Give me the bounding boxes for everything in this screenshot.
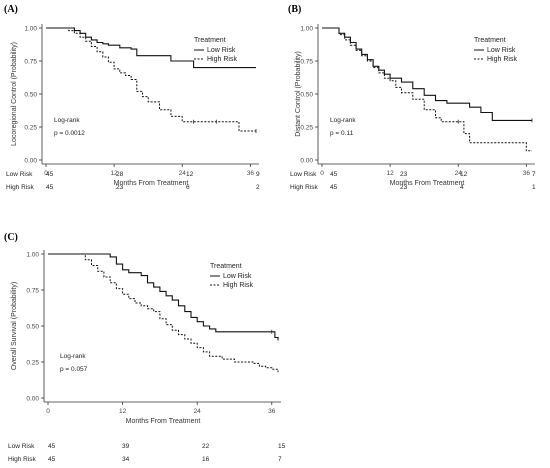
x-tick-label: 36 — [268, 408, 276, 415]
y-tick-label: 0.75 — [24, 59, 37, 66]
logrank-annotation: p = 0.11 — [330, 130, 354, 137]
risk-table-cell: 15 — [278, 443, 286, 450]
series-line-high-risk — [48, 253, 279, 373]
risk-table-cell: 16 — [202, 456, 210, 463]
y-axis-title: Distant Control (Probability) — [295, 51, 302, 137]
panel-label: (C) — [4, 232, 18, 243]
legend-entry: Low Risk — [223, 273, 252, 280]
y-tick-label: 0.50 — [300, 92, 313, 99]
risk-table-cell: 12 — [460, 171, 468, 178]
risk-table-cell: 39 — [122, 443, 130, 450]
x-tick-label: 0 — [46, 408, 50, 415]
y-tick-label: 0.50 — [24, 92, 37, 99]
km-panel: (C) 0.00 0.25 0.50 0.75 1.00 0 12 24 36 Months Fro… — [4, 232, 286, 463]
legend-entry: Low Risk — [487, 47, 516, 54]
risk-table-cell: 2 — [256, 184, 260, 191]
x-axis-title: Months From Treatment — [114, 180, 189, 187]
risk-table-cell: 4 — [460, 184, 464, 191]
risk-table-cell: 7 — [532, 171, 536, 178]
y-tick-label: 0.25 — [26, 360, 39, 367]
risk-table-cell: 22 — [202, 443, 210, 450]
risk-table-cell: 23 — [400, 171, 408, 178]
risk-table-cell: 23 — [116, 184, 124, 191]
y-tick-label: 0.75 — [26, 288, 39, 295]
risk-table-row-label: Low Risk — [6, 171, 33, 178]
logrank-annotation: p = 0.0012 — [54, 130, 85, 137]
x-tick-label: 24 — [194, 408, 202, 415]
risk-table-cell: 34 — [122, 456, 130, 463]
x-tick-label: 24 — [455, 170, 463, 177]
risk-table-cell: 23 — [400, 184, 408, 191]
y-tick-label: 1.00 — [26, 252, 39, 259]
risk-table-cell: 45 — [330, 171, 338, 178]
risk-table-row-label: High Risk — [290, 184, 319, 191]
legend-title: Treatment — [474, 37, 506, 44]
y-tick-label: 0.00 — [24, 158, 37, 165]
x-tick-label: 36 — [523, 170, 531, 177]
y-tick-label: 0.00 — [300, 158, 313, 165]
risk-table-cell: 9 — [256, 171, 260, 178]
y-axis-title: Overall Survival (Probability) — [11, 282, 18, 370]
logrank-annotation: Log-rank — [60, 353, 86, 360]
x-tick-label: 12 — [386, 170, 394, 177]
risk-table-row-label: High Risk — [8, 456, 37, 463]
risk-table-row-label: Low Risk — [290, 171, 317, 178]
risk-table-cell: 45 — [48, 443, 56, 450]
x-axis-title: Months From Treatment — [390, 180, 465, 187]
y-tick-label: 0.25 — [300, 125, 313, 132]
risk-table-cell: 45 — [46, 184, 54, 191]
x-tick-label: 12 — [119, 408, 127, 415]
panel-label: (A) — [4, 4, 18, 15]
series-line-low-risk — [322, 27, 532, 121]
y-tick-label: 1.00 — [24, 26, 37, 33]
y-axis-title: Locoregional Control (Probability) — [11, 42, 18, 146]
x-axis-title: Months From Treatment — [126, 418, 201, 425]
risk-table-cell: 1 — [532, 184, 536, 191]
logrank-annotation: Log-rank — [330, 117, 356, 124]
y-tick-label: 1.00 — [300, 26, 313, 33]
y-tick-label: 0.25 — [24, 125, 37, 132]
risk-table-cell: 45 — [46, 171, 54, 178]
legend-entry: Low Risk — [207, 47, 236, 54]
x-tick-label: 36 — [247, 170, 255, 177]
legend-entry: High Risk — [487, 56, 517, 63]
risk-table-cell: 45 — [48, 456, 56, 463]
x-tick-label: 0 — [320, 170, 324, 177]
series-line-high-risk — [46, 27, 256, 132]
y-tick-label: 0.75 — [300, 59, 313, 66]
risk-table-cell: 12 — [186, 171, 194, 178]
logrank-annotation: p = 0.057 — [60, 366, 88, 373]
risk-table-cell: 7 — [278, 456, 282, 463]
logrank-annotation: Log-rank — [54, 117, 80, 124]
legend-title: Treatment — [194, 37, 226, 44]
legend-entry: High Risk — [207, 56, 237, 63]
series-line-low-risk — [48, 253, 279, 341]
risk-table-cell: 28 — [116, 171, 124, 178]
risk-table-cell: 45 — [330, 184, 338, 191]
x-tick-label: 0 — [44, 170, 48, 177]
x-tick-label: 12 — [110, 170, 118, 177]
y-tick-label: 0.00 — [26, 396, 39, 403]
risk-table-row-label: Low Risk — [8, 443, 35, 450]
x-tick-label: 24 — [179, 170, 187, 177]
legend-entry: High Risk — [223, 282, 253, 289]
series-line-high-risk — [322, 27, 532, 152]
legend-title: Treatment — [210, 263, 242, 270]
panel-label: (B) — [288, 4, 301, 15]
risk-table-cell: 6 — [186, 184, 190, 191]
y-tick-label: 0.50 — [26, 324, 39, 331]
series-line-low-risk — [46, 27, 256, 69]
risk-table-row-label: High Risk — [6, 184, 35, 191]
